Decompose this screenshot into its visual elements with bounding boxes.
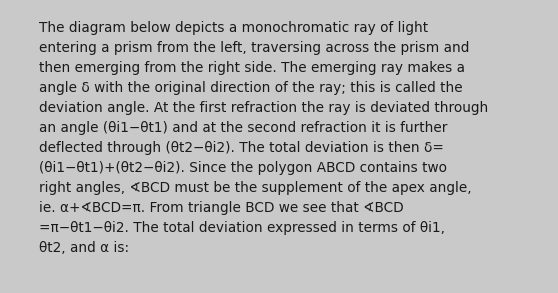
Text: The diagram below depicts a monochromatic ray of light
entering a prism from the: The diagram below depicts a monochromati… <box>39 21 488 255</box>
